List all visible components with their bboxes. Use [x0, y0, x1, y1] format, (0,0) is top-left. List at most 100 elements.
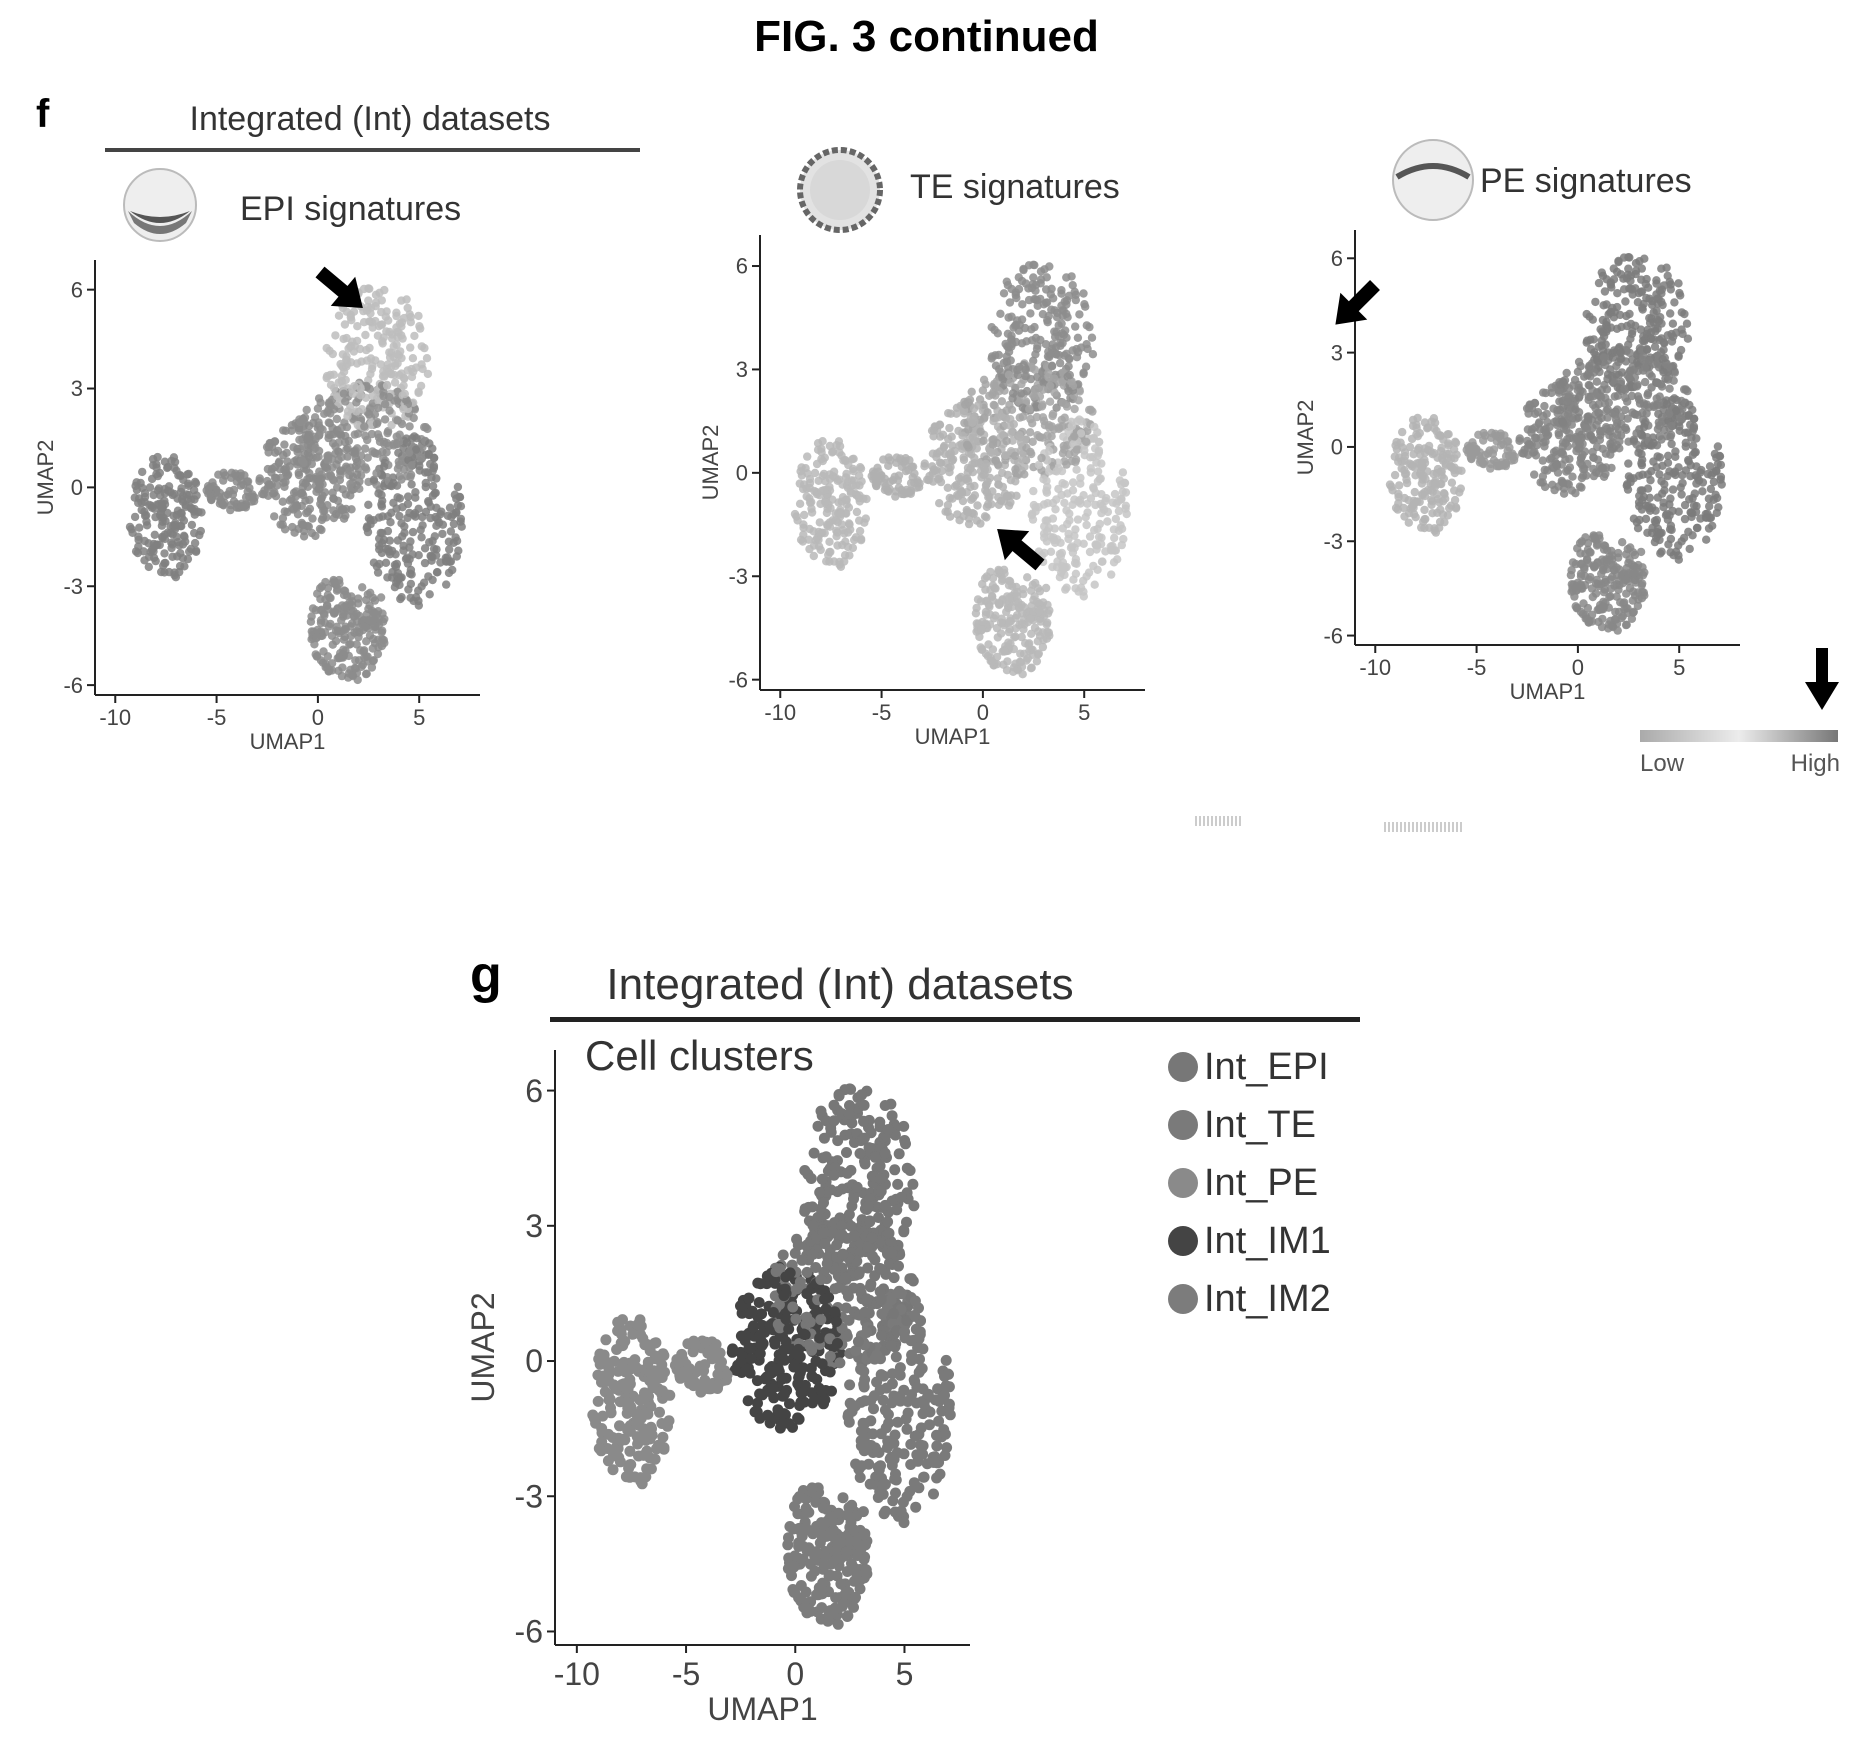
cell-point — [1114, 506, 1124, 516]
cell-point — [1055, 549, 1065, 559]
cell-point — [255, 476, 264, 486]
cell-point — [1657, 297, 1666, 307]
cell-point — [1004, 370, 1014, 379]
cell-point — [923, 475, 932, 484]
cell-point — [1072, 465, 1081, 474]
cell-point — [1605, 592, 1614, 602]
cell-point — [1635, 491, 1644, 500]
cell-point — [901, 1162, 913, 1174]
cell-point — [364, 500, 373, 509]
cell-point — [1474, 430, 1483, 439]
cell-point — [134, 532, 143, 541]
cell-point — [1662, 432, 1671, 441]
cell-point — [426, 513, 435, 523]
cell-point — [999, 289, 1009, 298]
cell-point — [1547, 383, 1557, 392]
cell-point — [835, 557, 844, 567]
cell-point — [1407, 434, 1417, 444]
cell-point — [1500, 460, 1509, 470]
cell-point — [348, 389, 358, 398]
cell-point — [1005, 625, 1014, 634]
cell-point — [1030, 295, 1039, 304]
cell-point — [946, 409, 955, 418]
cell-point — [1064, 534, 1073, 544]
cell-point — [140, 536, 149, 546]
cell-point — [1032, 597, 1042, 607]
cell-point — [372, 469, 381, 478]
cell-point — [1021, 372, 1030, 381]
cell-point — [155, 540, 164, 550]
cell-point — [908, 462, 918, 471]
cell-point — [414, 388, 423, 398]
cell-point — [373, 403, 383, 413]
cell-point — [339, 367, 349, 376]
cell-point — [382, 327, 391, 336]
cell-point — [278, 514, 288, 523]
cell-point — [445, 545, 454, 554]
cell-point — [1058, 479, 1067, 488]
cell-point — [1440, 489, 1449, 499]
cell-point — [1109, 525, 1119, 534]
cell-point — [792, 1239, 804, 1251]
cell-point — [290, 457, 299, 466]
cell-point — [217, 498, 226, 507]
cell-point — [309, 418, 318, 428]
cell-point — [1062, 562, 1071, 572]
cell-point — [1103, 517, 1112, 526]
cell-point — [1599, 332, 1609, 341]
cell-point — [305, 469, 314, 478]
cell-point — [1436, 431, 1445, 441]
cell-point — [945, 512, 955, 521]
cell-point — [852, 507, 862, 517]
cell-point — [343, 452, 352, 461]
cell-point — [994, 492, 1003, 502]
cell-point — [1607, 463, 1616, 473]
cell-point — [829, 467, 839, 476]
cell-point — [137, 498, 146, 507]
cell-point — [1038, 385, 1048, 394]
cell-point — [1043, 618, 1052, 627]
cell-point — [295, 435, 304, 444]
cell-point — [342, 445, 351, 454]
cell-point — [1441, 461, 1451, 470]
cell-point — [1671, 547, 1681, 556]
cell-point — [402, 472, 411, 481]
cell-point — [416, 525, 425, 534]
cell-point — [1518, 449, 1527, 458]
cell-point — [1674, 279, 1683, 288]
cell-point — [1013, 370, 1023, 380]
cell-point — [1623, 414, 1632, 423]
cell-point — [1652, 276, 1661, 285]
cell-point — [998, 468, 1007, 478]
cell-point — [1627, 560, 1637, 569]
cell-point — [352, 470, 362, 479]
cell-point — [996, 629, 1006, 638]
cell-point — [274, 458, 283, 468]
cell-point — [1052, 403, 1061, 412]
cell-point — [243, 487, 252, 496]
cell-point — [1026, 309, 1035, 318]
cell-point — [967, 387, 976, 396]
cell-point — [1582, 309, 1591, 319]
cell-point — [1532, 440, 1542, 450]
cell-point — [1637, 505, 1647, 514]
panel-f-group-title: Integrated (Int) datasets — [189, 100, 551, 138]
cell-point — [1424, 441, 1434, 451]
cell-point — [263, 464, 273, 474]
cell-point — [322, 343, 331, 353]
cell-point — [358, 583, 367, 592]
cell-point — [1635, 257, 1644, 266]
cell-point — [1426, 486, 1435, 495]
cell-point — [1064, 386, 1073, 396]
cell-point — [157, 567, 166, 577]
cell-point — [1411, 471, 1420, 480]
cell-point — [1713, 442, 1723, 451]
cell-point — [340, 602, 349, 612]
cell-point — [1623, 270, 1633, 279]
cell-point — [1067, 542, 1077, 551]
cell-point — [429, 544, 439, 553]
arrow-icon — [1335, 280, 1380, 325]
cell-point — [373, 331, 383, 340]
cell-point — [1393, 505, 1402, 514]
